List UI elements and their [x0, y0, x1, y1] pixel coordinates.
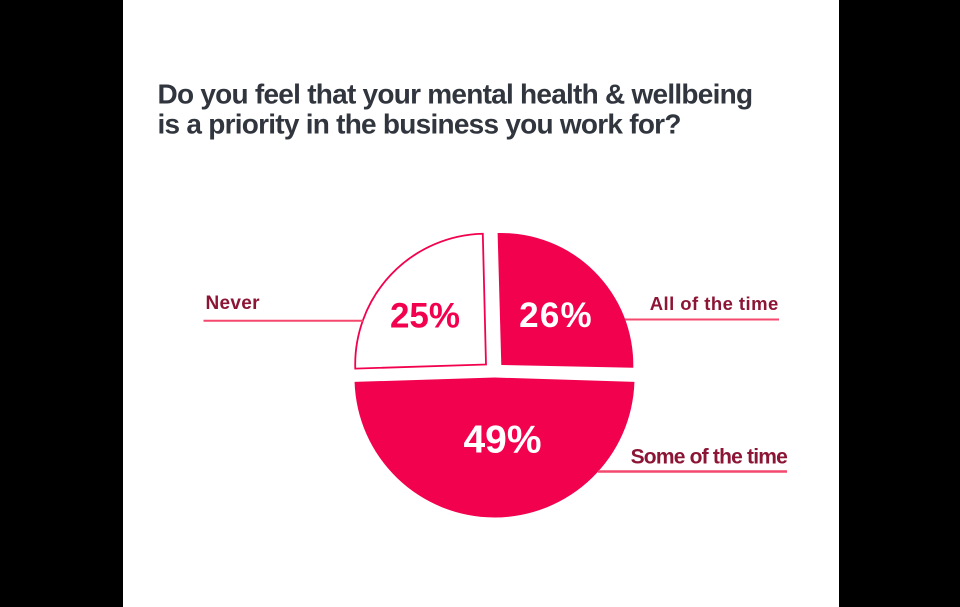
svg-text:is a priority in the business: is a priority in the business you work f… [158, 109, 681, 140]
svg-text:Some of the time: Some of the time [631, 446, 788, 469]
svg-text:26%: 26% [519, 296, 593, 335]
svg-text:Never: Never [206, 293, 261, 314]
svg-text:49%: 49% [463, 419, 541, 462]
svg-text:25%: 25% [390, 296, 460, 335]
svg-text:All of the time: All of the time [650, 293, 779, 314]
svg-text:Do you feel that your mental h: Do you feel that your mental health & we… [158, 78, 753, 109]
